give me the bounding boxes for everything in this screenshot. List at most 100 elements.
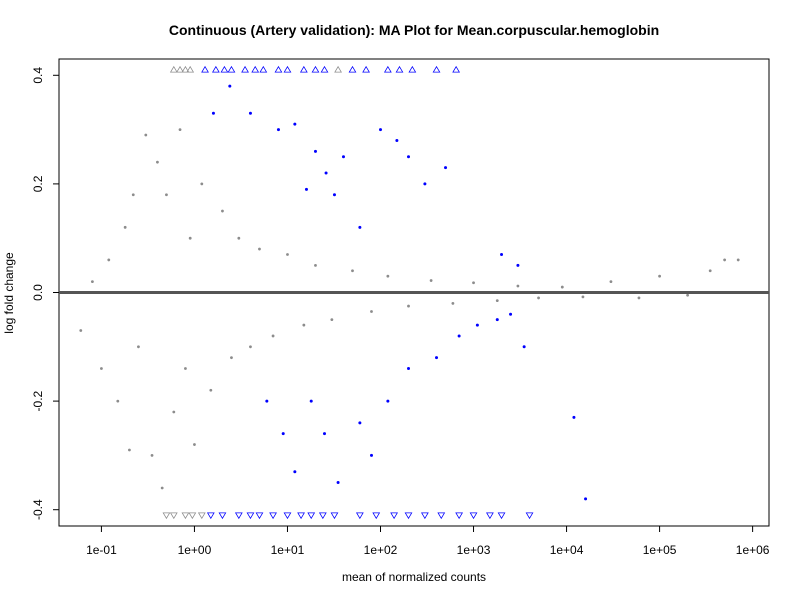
point (107, 258, 111, 262)
x-tick-label: 1e+06 (736, 543, 770, 557)
significant-point (522, 345, 526, 349)
point (165, 193, 168, 197)
point (736, 258, 740, 262)
out-of-range-up-marker (432, 65, 441, 73)
point (193, 443, 196, 446)
y-tick-label: -0.4 (31, 499, 45, 520)
out-of-range-down-marker (162, 512, 171, 520)
out-of-range-up-marker (169, 65, 178, 73)
x-tick-label: 1e-01 (86, 543, 117, 557)
out-of-range-down-marker (330, 512, 339, 520)
point (116, 399, 120, 403)
out-of-range-down-marker (297, 512, 305, 520)
point (407, 304, 410, 308)
out-of-range-down-marker (234, 512, 243, 520)
point (79, 329, 83, 332)
out-of-range-down-marker (269, 512, 277, 520)
significant-point (322, 432, 326, 436)
out-of-range-down-marker (486, 512, 494, 520)
out-of-range-down-marker (525, 512, 534, 520)
significant-point (457, 334, 461, 338)
out-of-range-up-marker (383, 65, 392, 73)
significant-point (516, 263, 520, 267)
axes: 1e-01 1e+00 1e+01 1e+02 1e+03 1e+04 1e+05 1e+06… (31, 58, 770, 557)
y-tick-label: 0.2 (31, 175, 45, 192)
point (451, 301, 455, 305)
out-of-range-down-marker (246, 512, 255, 520)
point (330, 318, 334, 322)
point (230, 356, 233, 360)
point (708, 269, 712, 273)
significant-point (509, 312, 513, 316)
point (302, 323, 306, 327)
point (537, 296, 540, 300)
out-of-range-down-marker (372, 512, 381, 520)
point (209, 388, 213, 392)
significant-point (304, 187, 308, 191)
significant-point (395, 138, 399, 142)
point (184, 367, 187, 370)
point (609, 280, 613, 284)
significant-point (248, 111, 252, 115)
point (90, 280, 94, 284)
significant-point (379, 128, 383, 132)
point (472, 281, 475, 285)
significant-point (423, 182, 427, 186)
out-of-range-up-marker (348, 65, 357, 73)
out-of-range-down-marker (455, 512, 464, 520)
point (386, 274, 390, 278)
out-of-range-down-marker (283, 512, 292, 520)
point (495, 299, 499, 303)
x-tick-label: 1e+05 (643, 543, 677, 557)
significant-point (341, 155, 345, 159)
significant-point (495, 318, 499, 322)
out-of-range-up-marker (452, 65, 461, 73)
out-of-range-up-marker (181, 65, 190, 73)
point (131, 193, 135, 197)
out-of-range-down-marker (318, 512, 327, 520)
out-of-range-up-marker (220, 65, 229, 73)
significant-point (386, 399, 390, 403)
out-of-range-up-marker (186, 65, 195, 73)
significant-point (358, 421, 362, 425)
out-of-range-up-marker (241, 65, 249, 73)
x-tick-label: 1e+01 (271, 543, 305, 557)
point (150, 454, 154, 457)
out-of-range-down-marker (437, 512, 446, 520)
point (258, 247, 261, 251)
x-axis-label: mean of normalized counts (342, 570, 486, 584)
point (160, 486, 164, 490)
point (178, 128, 182, 131)
out-of-range-up-marker (334, 65, 342, 73)
out-of-range-up-marker (283, 65, 292, 73)
point (686, 293, 689, 297)
significant-point (572, 415, 576, 419)
x-tick-label: 1e+04 (550, 543, 584, 557)
significant-point (407, 367, 411, 371)
out-of-range-down-marker (355, 512, 364, 520)
significant-point (293, 470, 297, 474)
out-of-range-up-marker (201, 65, 209, 73)
point (271, 334, 275, 338)
significant-point (435, 356, 439, 360)
y-tick-label: -0.2 (31, 390, 45, 411)
point (581, 295, 585, 299)
significant-point (332, 193, 336, 197)
out-of-range-down-marker (390, 512, 398, 520)
point (286, 253, 289, 256)
significant-point (369, 453, 373, 457)
point (516, 284, 520, 288)
point (128, 448, 131, 452)
point (123, 225, 127, 229)
point (560, 285, 564, 289)
out-of-range-down-marker (255, 512, 264, 520)
point (221, 209, 224, 213)
point (172, 410, 176, 414)
point (658, 274, 661, 278)
out-of-range-up-marker (274, 65, 283, 73)
out-of-range-down-marker (197, 512, 206, 520)
out-of-range-up-marker (408, 65, 417, 73)
x-tick-label: 1e+02 (364, 543, 398, 557)
significant-point (358, 225, 362, 229)
